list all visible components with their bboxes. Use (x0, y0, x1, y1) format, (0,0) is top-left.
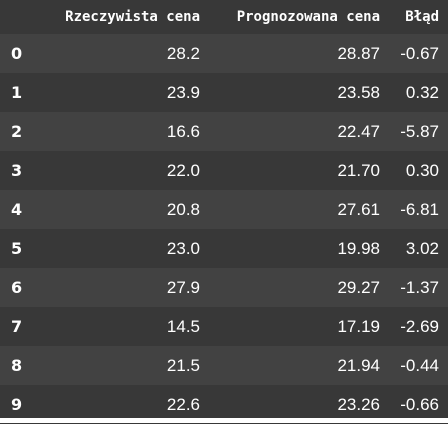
column-header-actual-price: Rzeczywista cena (35, 0, 204, 34)
cell-error: -0.44 (400, 355, 439, 375)
column-header-actual-price-label: Rzeczywista cena (65, 9, 200, 25)
cell-actual-price: 27.9 (166, 277, 200, 297)
row-index: 8 (11, 356, 23, 375)
cell-actual-price: 16.6 (166, 121, 200, 141)
row-index: 0 (11, 44, 23, 63)
cell-actual-price: 20.8 (166, 199, 200, 219)
cell-actual-price: 28.2 (166, 43, 200, 63)
cell-actual-price: 14.5 (166, 316, 200, 336)
cell-predicted-price: 22.47 (337, 121, 380, 141)
row-index: 6 (11, 278, 23, 297)
cell-error: -5.87 (400, 121, 439, 141)
cell-predicted-price: 21.94 (337, 355, 380, 375)
cell-actual-price: 23.9 (166, 82, 200, 102)
cell-error: 3.02 (405, 238, 439, 258)
row-index: 5 (11, 239, 23, 258)
cell-error: -1.37 (400, 277, 439, 297)
table-row: 9 22.6 23.26 -0.66 (0, 385, 448, 424)
cell-error: 0.32 (405, 82, 439, 102)
cell-predicted-price: 27.61 (337, 199, 380, 219)
table-row: 7 14.5 17.19 -2.69 (0, 307, 448, 346)
table-row: 4 20.8 27.61 -6.81 (0, 190, 448, 229)
cell-predicted-price: 23.58 (337, 82, 380, 102)
row-index: 4 (11, 200, 23, 219)
row-index: 1 (11, 83, 23, 102)
table-header-row: Rzeczywista cena Prognozowana cena Błąd (0, 0, 448, 34)
column-header-index (0, 0, 35, 34)
cell-predicted-price: 28.87 (337, 43, 380, 63)
cell-error: -2.69 (400, 316, 439, 336)
column-header-error: Błąd (384, 0, 448, 34)
row-index: 3 (11, 161, 23, 180)
row-index: 7 (11, 317, 23, 336)
row-index: 2 (11, 122, 23, 141)
cell-predicted-price: 19.98 (337, 238, 380, 258)
column-header-error-label: Błąd (405, 9, 439, 25)
row-index: 9 (11, 395, 23, 414)
cell-error: -0.67 (400, 43, 439, 63)
table-row: 8 21.5 21.94 -0.44 (0, 346, 448, 385)
output-bottom-edge (0, 418, 448, 423)
cell-predicted-price: 17.19 (337, 316, 380, 336)
table-row: 5 23.0 19.98 3.02 (0, 229, 448, 268)
cell-actual-price: 21.5 (166, 355, 200, 375)
table-row: 1 23.9 23.58 0.32 (0, 73, 448, 112)
table-row: 0 28.2 28.87 -0.67 (0, 34, 448, 73)
table-row: 2 16.6 22.47 -5.87 (0, 112, 448, 151)
table-row: 6 27.9 29.27 -1.37 (0, 268, 448, 307)
cell-actual-price: 23.0 (166, 238, 200, 258)
cell-error: -6.81 (400, 199, 439, 219)
column-header-predicted-price: Prognozowana cena (204, 0, 384, 34)
cell-actual-price: 22.0 (166, 160, 200, 180)
column-header-predicted-price-label: Prognozowana cena (236, 9, 380, 25)
cell-actual-price: 22.6 (166, 394, 200, 414)
cell-predicted-price: 23.26 (337, 394, 380, 414)
cell-error: 0.30 (405, 160, 439, 180)
cell-error: -0.66 (400, 394, 439, 414)
table-row: 3 22.0 21.70 0.30 (0, 151, 448, 190)
cell-predicted-price: 21.70 (337, 160, 380, 180)
cell-predicted-price: 29.27 (337, 277, 380, 297)
